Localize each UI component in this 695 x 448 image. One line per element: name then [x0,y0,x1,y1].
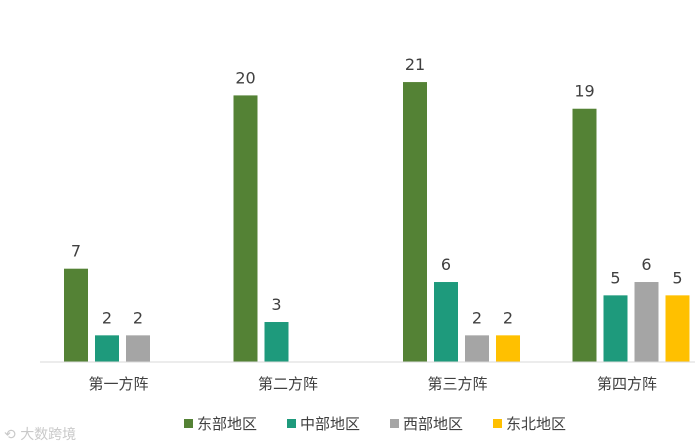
logo-icon: ⟲ [4,427,16,443]
value-labels-layer: 7 2 2 20 3 21 6 2 2 19 5 6 5 [71,55,683,327]
data-label-series-0-cat-1: 20 [235,68,255,87]
legend-swatch-2 [390,419,399,428]
bar-series-3-cat-3 [665,295,690,362]
data-label-series-2-cat-0: 2 [133,308,143,327]
legend-swatch-3 [493,419,502,428]
data-label-series-2-cat-3: 6 [641,255,651,274]
data-label-series-0-cat-3: 19 [574,82,594,101]
data-label-series-2-cat-2: 2 [472,308,482,327]
legend-swatch-1 [287,419,296,428]
category-label-2: 第三方阵 [427,375,487,393]
bar-series-1-cat-0 [95,335,119,362]
bars-layer [64,82,690,363]
category-label-0: 第一方阵 [88,375,148,393]
data-label-series-3-cat-3: 5 [672,268,682,287]
data-label-series-1-cat-2: 6 [441,255,451,274]
bar-series-1-cat-1 [264,322,289,362]
watermark: ⟲ 大数跨境 [4,424,76,444]
data-label-series-1-cat-3: 5 [610,268,620,287]
bar-series-2-cat-3 [634,282,659,362]
legend-label-0: 东部地区 [197,415,257,433]
category-label-3: 第四方阵 [597,375,657,393]
legend-label-2: 西部地区 [403,415,463,433]
category-labels-layer: 第一方阵 第二方阵 第三方阵 第四方阵 [88,375,657,393]
bar-series-1-cat-2 [434,282,458,362]
bar-series-3-cat-2 [496,335,520,362]
legend-label-3: 东北地区 [506,415,566,433]
data-label-series-3-cat-2: 2 [503,308,513,327]
legend: 东部地区 中部地区 西部地区 东北地区 [184,415,566,433]
data-label-series-1-cat-1: 3 [271,295,281,314]
legend-swatch-0 [184,419,193,428]
bar-series-0-cat-3 [572,108,597,362]
legend-label-1: 中部地区 [300,415,360,433]
bar-series-0-cat-0 [64,268,88,362]
category-label-1: 第二方阵 [258,375,318,393]
data-label-series-1-cat-0: 2 [102,308,112,327]
data-label-series-0-cat-0: 7 [71,242,81,261]
watermark-text: 大数跨境 [20,427,77,443]
bar-series-0-cat-2 [403,82,427,362]
bar-series-2-cat-2 [465,335,489,362]
bar-series-1-cat-3 [603,295,628,362]
bar-series-2-cat-0 [126,335,150,362]
bar-series-0-cat-1 [233,95,258,363]
data-label-series-0-cat-2: 21 [405,55,425,74]
